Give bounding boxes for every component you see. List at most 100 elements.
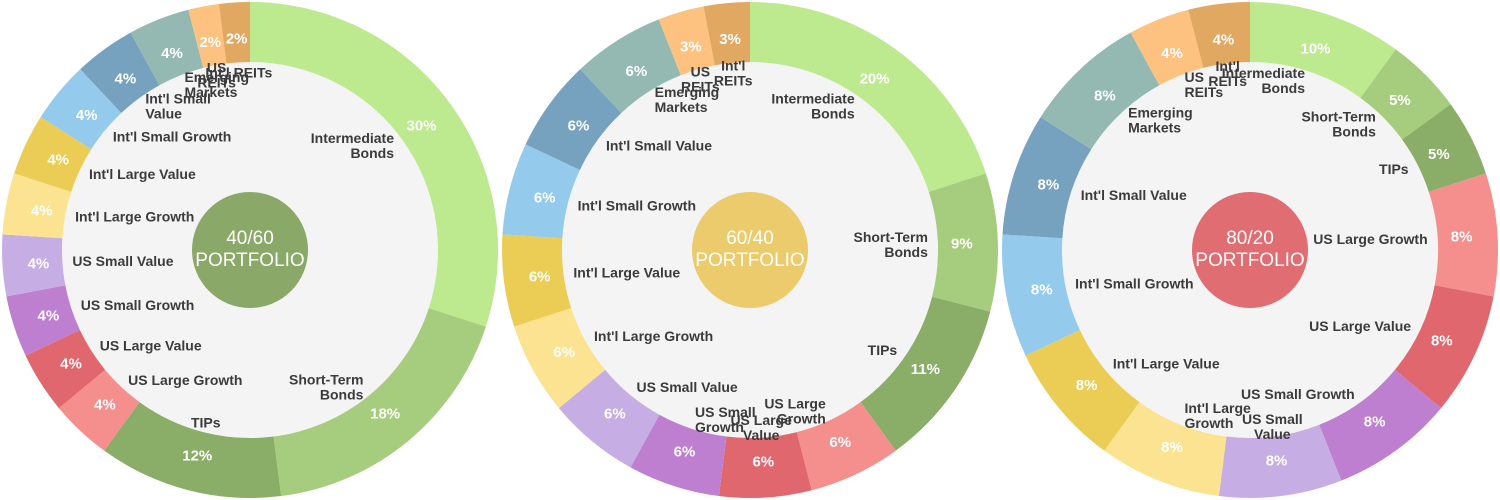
slice-intl-reits	[703, 1, 750, 66]
slice-intl-small-growth	[502, 144, 580, 239]
center-title: 60/40 PORTFOLIO	[695, 228, 804, 271]
slice-value-emerging-markets: 4%	[161, 45, 183, 62]
slice-value-us-small-growth: 6%	[674, 444, 696, 461]
slice-label-emerging-markets: Emerging Markets	[1128, 105, 1193, 136]
slice-label-emerging-markets: Emerging Markets	[184, 69, 249, 100]
slice-value-tips: 11%	[911, 361, 940, 378]
slice-label-us-small-growth: US Small Growth	[695, 404, 756, 435]
slice-value-us-large-value: 6%	[752, 454, 774, 471]
slice-label-intl-small-growth: Int'l Small Growth	[1075, 275, 1193, 291]
slice-label-short-term-bonds: Short-Term Bonds	[1301, 109, 1376, 140]
slice-label-intl-large-growth: Int'l Large Growth	[1184, 400, 1251, 431]
slice-value-intl-reits: 4%	[1213, 32, 1235, 49]
slice-short-term-bonds	[273, 308, 486, 497]
slice-intl-small-growth	[1002, 234, 1080, 356]
slice-intl-reits	[218, 2, 250, 64]
slice-label-us-large-value: US Large Value	[1309, 318, 1411, 334]
slice-emerging-markets	[130, 9, 204, 86]
center-badge	[692, 192, 808, 308]
slice-us-reits	[1130, 9, 1204, 86]
slice-value-us-large-value: 4%	[60, 356, 82, 373]
slice-value-intl-small-value: 8%	[1038, 176, 1060, 193]
center-title: 40/60 PORTFOLIO	[195, 228, 304, 271]
slice-value-us-small-growth: 4%	[38, 308, 60, 325]
slice-value-intl-small-growth: 8%	[1031, 282, 1053, 299]
slice-value-short-term-bonds: 9%	[951, 235, 973, 252]
center-badge	[1192, 192, 1308, 308]
donut-chart-2: 20% Intermediate Bonds 9% Short-Term Bonds 11%…	[501, 1, 998, 498]
slice-us-large-value	[25, 330, 106, 409]
slice-label-us-reits: US REITs	[197, 60, 236, 91]
slice-value-intl-large-value: 6%	[529, 269, 551, 286]
slice-value-intl-small-growth: 6%	[534, 189, 556, 206]
slice-label-intl-large-value: Int'l Large Value	[573, 264, 680, 280]
slice-label-us-small-value: US Small Value	[1242, 411, 1303, 442]
slice-value-intl-reits: 2%	[226, 30, 248, 47]
slice-value-intl-small-value: 4%	[115, 70, 137, 87]
slice-label-intl-small-value: Int'l Small Value	[1081, 187, 1187, 203]
slice-value-intermediate-bonds: 10%	[1300, 40, 1330, 57]
slice-label-us-small-growth: US Small Growth	[1241, 386, 1355, 402]
slice-us-small-value	[1218, 424, 1342, 498]
slice-short-term-bonds	[1360, 49, 1451, 140]
slice-value-us-large-growth: 8%	[1451, 229, 1473, 246]
slice-value-short-term-bonds: 18%	[370, 405, 400, 422]
slice-intermediate-bonds	[250, 2, 498, 327]
slice-label-intermediate-bonds: Intermediate Bonds	[771, 90, 854, 121]
slice-label-us-large-value: US Large Value	[730, 412, 792, 443]
slice-us-large-value	[1394, 285, 1494, 409]
slice-emerging-markets	[580, 19, 681, 113]
slice-intl-large-growth	[1104, 402, 1227, 497]
slice-label-us-small-growth: US Small Growth	[81, 297, 195, 313]
slice-label-intermediate-bonds: Intermediate Bonds	[1222, 65, 1305, 96]
slice-tips	[860, 296, 991, 451]
slice-us-reits	[658, 6, 715, 76]
slice-label-intl-large-value: Int'l Large Value	[1113, 355, 1220, 371]
slice-label-intl-small-value: Int'l Small Value	[145, 90, 211, 121]
slice-value-tips: 12%	[182, 447, 212, 464]
slice-label-us-large-growth: US Large Growth	[1313, 231, 1427, 247]
slice-value-intl-reits: 3%	[719, 31, 741, 48]
slice-value-us-reits: 4%	[1161, 45, 1183, 62]
slice-label-intl-reits: Int'l REITs	[714, 57, 753, 88]
slice-value-intermediate-bonds: 30%	[406, 117, 436, 134]
slice-intl-large-growth	[514, 308, 606, 409]
donut-chart-3: 10% Intermediate Bonds 5% Short-Term Bonds 5% T…	[1002, 2, 1498, 498]
slice-value-us-large-value: 8%	[1431, 332, 1453, 349]
slice-intl-small-value	[525, 69, 622, 170]
slice-value-us-small-value: 8%	[1266, 452, 1288, 469]
slice-us-small-growth	[630, 414, 727, 497]
slice-label-intl-large-value: Int'l Large Value	[89, 166, 196, 182]
slice-us-large-growth	[796, 402, 896, 491]
slice-label-tips: TIPs	[191, 414, 221, 430]
slice-us-small-value	[558, 369, 660, 468]
slice-value-intermediate-bonds: 20%	[860, 70, 890, 87]
slice-value-intl-small-growth: 4%	[76, 107, 98, 124]
slice-us-small-growth	[1319, 369, 1442, 481]
slice-value-intl-large-value: 8%	[1076, 377, 1098, 394]
slice-label-intermediate-bonds: Intermediate Bonds	[311, 130, 394, 161]
slice-label-us-reits: US REITs	[681, 64, 720, 95]
center-badge	[192, 192, 308, 308]
slice-intl-large-value	[1025, 330, 1140, 451]
slice-label-short-term-bonds: Short-Term Bonds	[289, 372, 364, 403]
slice-us-large-growth	[58, 369, 140, 451]
slice-label-intl-reits: Int'l REITs	[205, 64, 272, 80]
slice-label-intl-large-growth: Int'l Large Growth	[75, 209, 194, 225]
slice-value-intl-large-growth: 4%	[31, 202, 53, 219]
slice-us-small-value	[1, 234, 66, 297]
slice-label-intl-large-growth: Int'l Large Growth	[594, 328, 713, 344]
slice-intl-small-growth	[40, 69, 122, 150]
slice-intl-reits	[1188, 2, 1250, 68]
slice-value-tips: 5%	[1428, 146, 1450, 163]
slice-label-us-large-growth: US Large Growth	[128, 372, 242, 388]
slice-value-emerging-markets: 6%	[626, 63, 648, 80]
slice-tips	[104, 402, 282, 498]
slice-label-intl-small-growth: Int'l Small Growth	[113, 129, 231, 145]
slice-label-us-small-value: US Small Value	[72, 253, 173, 269]
slice-value-intl-large-growth: 6%	[553, 344, 575, 361]
slice-value-us-small-growth: 8%	[1364, 414, 1386, 431]
slice-label-us-small-value: US Small Value	[637, 379, 738, 395]
